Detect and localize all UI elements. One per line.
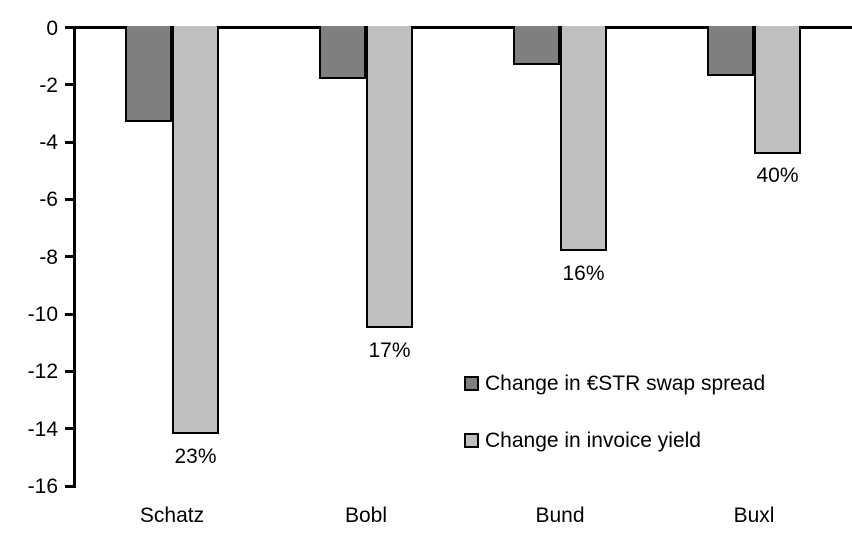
y-axis-tick-label: -2 (39, 73, 58, 97)
bar-bobl-swap-spread (319, 26, 366, 80)
y-axis-tick (65, 484, 76, 488)
y-axis-tick-label: -16 (27, 475, 58, 498)
x-axis-category-label-bobl: Bobl (344, 504, 388, 527)
bar-bund-swap-spread (513, 26, 560, 65)
x-axis-category-label-bund: Bund (535, 504, 585, 527)
y-axis-tick (65, 26, 76, 29)
y-axis-tick (65, 197, 76, 201)
legend-label-swap-spread: Change in €STR swap spread (485, 371, 766, 395)
bar-buxl-swap-spread (707, 26, 754, 77)
bar-value-label-schatz: 23% (174, 444, 217, 468)
y-axis-tick-label: -12 (27, 360, 58, 384)
bar-value-label-bobl: 17% (368, 338, 411, 362)
x-axis-category-label-schatz: Schatz (139, 504, 205, 527)
bar-bund-invoice-yield (560, 26, 607, 252)
legend: Change in €STR swap spread Change in inv… (464, 370, 765, 484)
bar-bobl-invoice-yield (366, 26, 413, 329)
x-axis-zero-line (73, 26, 852, 29)
y-axis-tick-label: -6 (39, 188, 58, 212)
legend-swatch-invoice-yield-icon (464, 432, 479, 448)
bar-value-label-bund: 16% (562, 261, 605, 285)
bar-buxl-invoice-yield (754, 26, 801, 154)
y-axis-tick-label: 0 (46, 16, 58, 40)
bar-value-label-buxl: 40% (756, 164, 799, 188)
y-axis-tick (65, 255, 76, 259)
legend-item-invoice-yield: Change in invoice yield (464, 427, 765, 453)
legend-label-invoice-yield: Change in invoice yield (485, 428, 701, 452)
y-axis-tick (65, 427, 76, 431)
legend-item-swap-spread: Change in €STR swap spread (464, 370, 765, 396)
x-axis-category-label-buxl: Buxl (733, 504, 775, 527)
y-axis-tick (65, 312, 76, 316)
legend-swatch-swap-spread-icon (464, 375, 479, 391)
y-axis-tick-label: -14 (27, 417, 58, 441)
bar-schatz-invoice-yield (172, 26, 219, 435)
bar-schatz-swap-spread (125, 26, 172, 123)
y-axis-tick-label: -8 (39, 245, 58, 269)
y-axis-tick (65, 140, 76, 144)
y-axis-tick-label: -4 (39, 131, 58, 155)
y-axis-tick (65, 369, 76, 373)
y-axis-tick (65, 83, 76, 87)
y-axis-tick-label: -10 (27, 303, 58, 327)
